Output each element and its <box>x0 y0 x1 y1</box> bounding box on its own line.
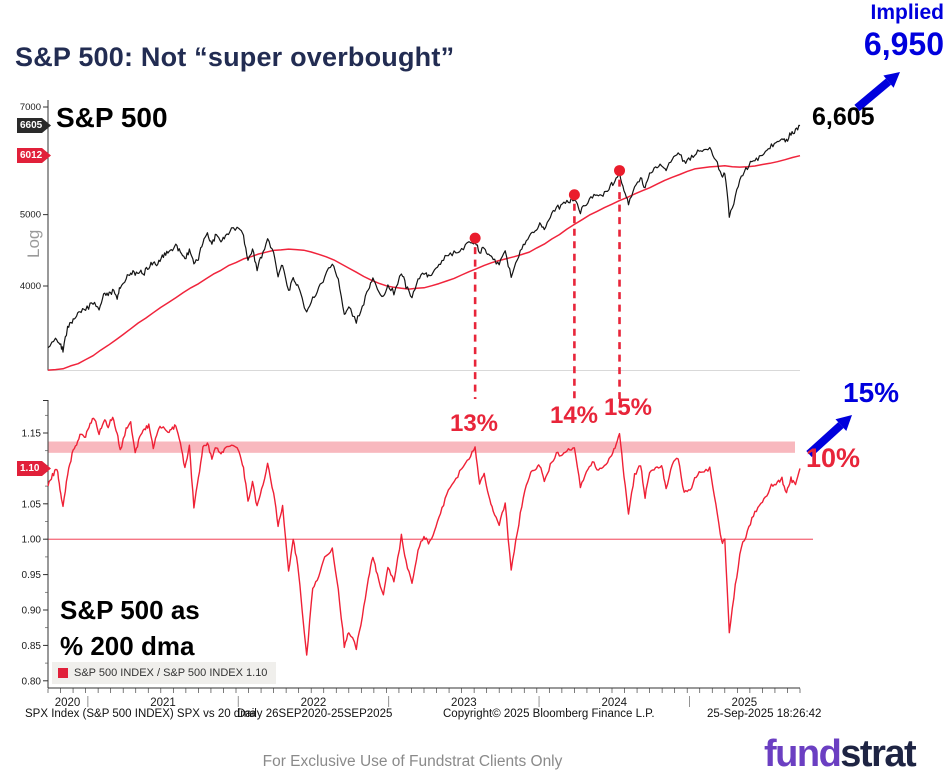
bottom-y-tick-label: 0.85 <box>22 641 42 652</box>
peak-percent-label-14: 14% <box>549 402 599 429</box>
bottom-y-tick-label: 0.95 <box>22 570 42 581</box>
peak-percent-label-15: 15% <box>603 394 653 421</box>
target-arrow-icon-shaft <box>806 422 844 457</box>
current-percent-label: 10% <box>806 443 861 473</box>
implied-percent-label: 15% <box>843 377 900 408</box>
x-year-label: 2024 <box>601 697 627 709</box>
target-arrow-icon-head <box>835 415 852 431</box>
last-price-label: 6,605 <box>812 103 875 131</box>
axis-badge-200dma: 6012 <box>17 148 51 163</box>
top-y-tick-label: 7000 <box>20 102 41 113</box>
implied-target-value: 6,950 <box>863 26 944 62</box>
ratio-line <box>47 416 801 656</box>
caption-line-2: % 200 dma <box>60 631 195 661</box>
page-title: S&P 500: Not “super overbought” <box>15 42 455 72</box>
chart-legend: S&P 500 INDEX / S&P 500 INDEX 1.10 <box>52 662 277 684</box>
logo-fund-text: fund <box>764 733 842 775</box>
bottom-y-tick-label: 0.80 <box>22 676 42 687</box>
axis-badge-last-price: 6605 <box>17 118 51 133</box>
top-y-tick-label: 4000 <box>20 281 41 292</box>
overbought-band <box>48 441 795 453</box>
status-date-range: Daily 26SEP2020-25SEP2025 <box>237 708 393 720</box>
bottom-y-tick-label: 1.15 <box>22 429 42 440</box>
x-year-label: 2020 <box>55 697 81 709</box>
bottom-y-tick-label: 1.05 <box>22 499 42 510</box>
peak-percent-label-13: 13% <box>449 410 499 437</box>
dma-200-line <box>47 154 801 371</box>
axis-badge-ratio: 1.10 <box>17 461 51 476</box>
peak-dot <box>614 165 626 177</box>
x-year-label: 2022 <box>301 697 327 709</box>
status-timestamp: 25-Sep-2025 18:26:42 <box>707 708 822 720</box>
implied-target-label: Implied <box>870 1 944 24</box>
caption-line-1: S&P 500 as <box>60 595 200 625</box>
log-scale-axis-label: Log <box>24 229 43 258</box>
top-y-tick-label: 5000 <box>20 210 41 221</box>
top-chart-series-label: S&P 500 <box>56 102 168 133</box>
bottom-chart-caption: S&P 500 as % 200 dma <box>60 592 200 664</box>
x-year-label: 2023 <box>451 697 477 709</box>
status-copyright: Copyright© 2025 Bloomberg Finance L.P. <box>443 708 655 720</box>
implied-arrow-icon-shaft <box>854 78 892 112</box>
bottom-y-tick-label: 1.00 <box>22 535 42 546</box>
fundstrat-logo: fundstrat <box>764 733 917 776</box>
legend-swatch-icon <box>58 668 68 678</box>
sp500-price-line <box>47 124 801 353</box>
peak-dot <box>469 232 481 244</box>
x-year-label: 2025 <box>732 697 758 709</box>
bottom-y-tick-label: 0.90 <box>22 606 42 617</box>
footer-disclaimer: For Exclusive Use of Fundstrat Clients O… <box>262 753 563 770</box>
status-instrument: SPX Index (S&P 500 INDEX) SPX vs 20 dma <box>25 708 257 720</box>
legend-label: S&P 500 INDEX / S&P 500 INDEX 1.10 <box>74 667 268 679</box>
implied-arrow-icon-head <box>883 72 900 88</box>
x-year-label: 2021 <box>150 697 176 709</box>
logo-strat-text: strat <box>840 733 916 775</box>
peak-dot <box>568 189 580 201</box>
